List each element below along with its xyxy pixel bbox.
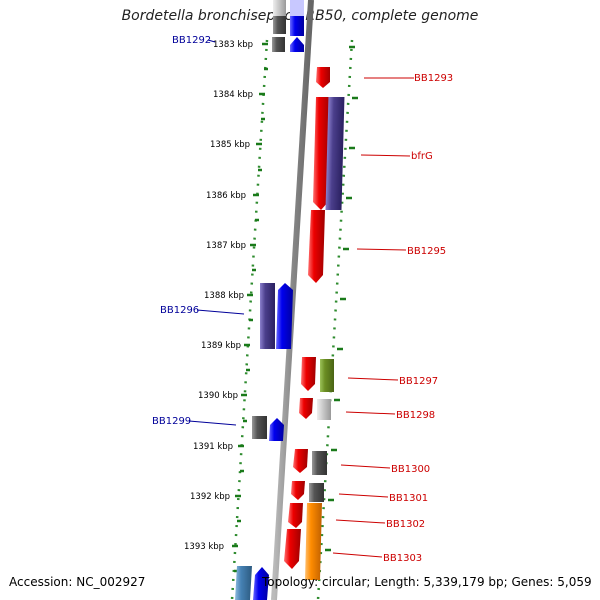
leader-BB1299 xyxy=(188,420,237,426)
tick-label: 1391 kbp xyxy=(193,442,233,452)
gene-bfrG[interactable] xyxy=(313,97,330,210)
tick-label: 1386 kbp xyxy=(206,191,246,201)
gene-BB1296-purple[interactable] xyxy=(260,283,275,349)
tick-label: 1385 kbp xyxy=(210,140,250,150)
leader-BB1302 xyxy=(335,519,386,524)
tick-label: 1393 kbp xyxy=(184,542,224,552)
leader-BB1298 xyxy=(345,411,396,415)
tick-label: 1388 kbp xyxy=(204,291,244,301)
gene-BB1298-light[interactable] xyxy=(317,399,331,420)
gene-BB1301[interactable] xyxy=(291,481,305,500)
genome-summary-text: Topology: circular; Length: 5,339,179 bp… xyxy=(262,575,592,589)
leader-BB1300 xyxy=(340,464,391,469)
leader-BB1297 xyxy=(347,377,399,381)
gene-BB1292-arrow[interactable] xyxy=(290,37,304,52)
accession-text: Accession: NC_002927 xyxy=(9,575,146,589)
tick-label: 1389 kbp xyxy=(201,341,241,351)
tick-label: 1387 kbp xyxy=(206,241,246,251)
label-BB1297[interactable]: BB1297 xyxy=(399,376,438,387)
gene-BB1293[interactable] xyxy=(316,67,330,88)
gene-BB1299-gray[interactable] xyxy=(252,416,267,439)
gene-BB1303[interactable] xyxy=(284,529,301,569)
tick-label: 1384 kbp xyxy=(213,90,253,100)
leader-BB1292 xyxy=(207,39,216,43)
tick-label: 1383 kbp xyxy=(213,40,253,50)
label-BB1303[interactable]: BB1303 xyxy=(383,553,422,564)
tick-marks xyxy=(232,42,358,573)
label-BB1296[interactable]: BB1296 xyxy=(160,305,199,316)
gene-BB1300-gray[interactable] xyxy=(312,451,327,475)
label-BB1298[interactable]: BB1298 xyxy=(396,410,435,421)
gene-BB1300[interactable] xyxy=(293,449,308,473)
gene-BB1299[interactable] xyxy=(269,418,284,441)
label-BB1302[interactable]: BB1302 xyxy=(386,519,425,530)
gene-bfrG-purple[interactable] xyxy=(325,97,345,210)
leader-BB1303 xyxy=(332,552,383,558)
label-BB1299[interactable]: BB1299 xyxy=(152,416,191,427)
gene-BB1292-gray[interactable] xyxy=(272,37,285,52)
right-border-dotted xyxy=(316,39,354,600)
gene-bottom-steel[interactable] xyxy=(235,566,252,600)
gene-BB1302-orange[interactable] xyxy=(305,503,322,580)
gene-BB1298[interactable] xyxy=(299,398,313,419)
gene-BB1301-gray[interactable] xyxy=(309,483,324,502)
tick-label: 1392 kbp xyxy=(190,492,230,502)
label-BB1300[interactable]: BB1300 xyxy=(391,464,430,475)
leader-bfrG xyxy=(360,154,411,157)
gene-BB1297[interactable] xyxy=(301,357,316,391)
gene-BB1302[interactable] xyxy=(288,503,303,528)
tick-label: 1390 kbp xyxy=(198,391,238,401)
gene-BB1297-olive[interactable] xyxy=(320,359,334,392)
leader-BB1296 xyxy=(196,309,245,315)
gene-top-light[interactable] xyxy=(273,0,286,16)
label-BB1295[interactable]: BB1295 xyxy=(407,246,446,257)
gene-top-lightblue[interactable] xyxy=(290,0,304,16)
gene-BB1295[interactable] xyxy=(308,210,325,283)
label-BB1293[interactable]: BB1293 xyxy=(414,73,453,84)
leader-BB1295 xyxy=(356,248,407,251)
leader-BB1301 xyxy=(338,493,389,498)
label-bfrG[interactable]: bfrG xyxy=(411,151,433,162)
gene-bottom-blue[interactable] xyxy=(253,567,269,600)
label-BB1301[interactable]: BB1301 xyxy=(389,493,428,504)
gene-BB1296[interactable] xyxy=(276,283,293,349)
label-BB1292[interactable]: BB1292 xyxy=(172,35,211,46)
